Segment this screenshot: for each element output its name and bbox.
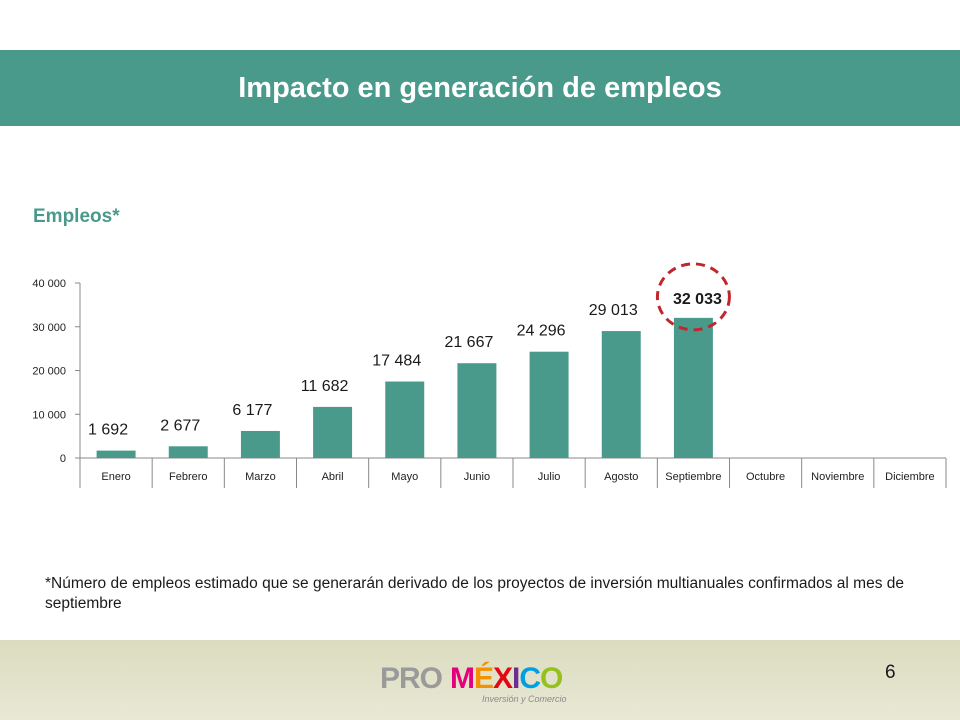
data-label: 2 677 <box>160 417 200 434</box>
x-tick-label: Diciembre <box>885 471 935 483</box>
logo-pro-text: PRO <box>380 662 443 695</box>
page-number: 6 <box>885 662 896 683</box>
logo-mexico-text: MÉXICO <box>450 662 563 696</box>
logo-subtitle: Inversión y Comercio <box>482 694 567 704</box>
bar <box>673 317 713 458</box>
logo-letter: É <box>474 662 494 695</box>
bar <box>240 430 280 458</box>
title-banner: Impacto en generación de empleos <box>0 50 960 126</box>
y-tick-label: 40 000 <box>32 278 66 290</box>
x-tick-label: Septiembre <box>665 471 721 483</box>
x-tick-label: Agosto <box>604 471 638 483</box>
bar <box>313 406 353 458</box>
x-tick-label: Octubre <box>746 471 785 483</box>
page-title: Impacto en generación de empleos <box>238 72 722 104</box>
data-label: 17 484 <box>372 353 421 370</box>
logo-letter: M <box>450 662 475 695</box>
data-label: 24 296 <box>517 323 566 340</box>
bar <box>385 381 425 458</box>
data-label: 6 177 <box>232 402 272 419</box>
chart-subtitle: Empleos* <box>33 206 120 227</box>
x-tick-label: Julio <box>538 471 561 483</box>
footer-band: PRO MÉXICO Inversión y Comercio 6 <box>0 640 960 720</box>
x-tick-label: Febrero <box>169 471 208 483</box>
y-tick-label: 20 000 <box>32 366 66 378</box>
x-tick-label: Junio <box>464 471 490 483</box>
footnote: *Número de empleos estimado que se gener… <box>45 575 905 612</box>
data-label: 21 667 <box>444 334 493 351</box>
bar <box>96 450 136 458</box>
x-tick-label: Enero <box>101 471 130 483</box>
x-tick-label: Noviembre <box>811 471 864 483</box>
logo-letter: I <box>512 662 520 695</box>
logo-letter: C <box>519 662 541 695</box>
y-tick-label: 10 000 <box>32 409 66 421</box>
x-tick-label: Abril <box>322 471 344 483</box>
bar <box>601 331 641 458</box>
data-label: 32 033 <box>673 291 722 308</box>
logo-letter: O <box>540 662 563 695</box>
data-label: 11 682 <box>301 378 349 395</box>
x-tick-label: Mayo <box>391 471 418 483</box>
y-tick-label: 30 000 <box>32 322 66 334</box>
bar <box>529 351 569 458</box>
highlight-circle <box>655 262 731 332</box>
data-label: 29 013 <box>589 302 638 319</box>
bar <box>168 446 208 458</box>
y-tick-label: 0 <box>60 453 66 465</box>
logo-letter: X <box>493 662 513 695</box>
promexico-logo: PRO MÉXICO Inversión y Comercio <box>380 662 580 707</box>
x-tick-label: Marzo <box>245 471 276 483</box>
data-label: 1 692 <box>88 422 128 439</box>
bar <box>457 363 497 458</box>
